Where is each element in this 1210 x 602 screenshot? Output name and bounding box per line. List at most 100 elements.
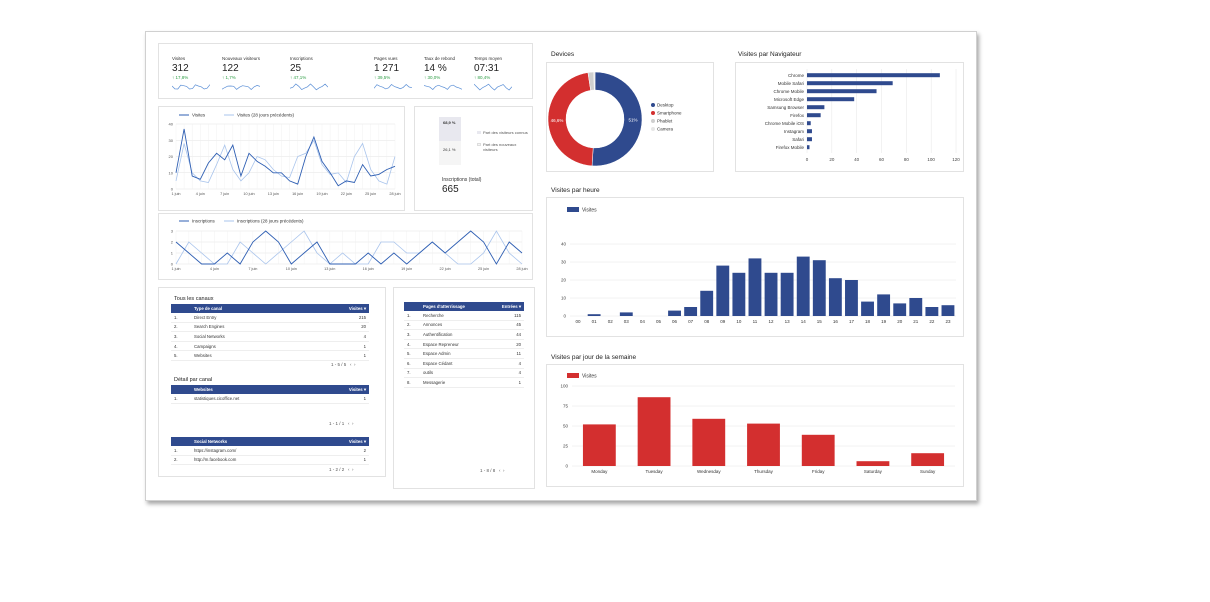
bar[interactable] [807, 105, 825, 110]
table-row[interactable]: 7. outils 4 [404, 368, 524, 379]
channel-visits-header[interactable]: Visites ▾ [300, 304, 369, 313]
bar[interactable] [828, 278, 842, 316]
table-row[interactable]: 6. Espace Cédant 4 [404, 358, 524, 369]
prev-page-icon[interactable]: ‹ [348, 467, 350, 472]
landing-entries-header[interactable]: Entrées ▾ [488, 302, 524, 311]
table-row[interactable]: 1. Direct Entry 215 [171, 313, 369, 323]
x-tick-label: 11 [753, 319, 758, 324]
donut-slice-camera[interactable] [593, 71, 596, 91]
y-tick-label: 0 [171, 262, 174, 267]
bar[interactable] [807, 73, 940, 78]
channel-type-header[interactable]: Type de canal [191, 304, 301, 313]
bar[interactable] [637, 397, 671, 466]
prev-page-icon[interactable]: ‹ [350, 362, 352, 367]
table-row[interactable]: 2. Annonces 45 [404, 320, 524, 331]
bar[interactable] [893, 303, 907, 316]
landing-page-header[interactable]: Pages d'atterrissage [420, 302, 489, 311]
next-page-icon[interactable]: › [503, 468, 505, 473]
bar[interactable] [807, 121, 811, 126]
x-tick-label: 19 [881, 319, 887, 324]
x-tick-label: Tuesday [646, 469, 664, 474]
channels-table-wrap: Type de canal Visites ▾ 1. Direct Entry 21… [171, 304, 369, 361]
landing-card: Pages d'atterrissage Entrées ▾ 1. Recherc… [393, 287, 535, 489]
row-index: 7. [404, 368, 420, 379]
websites-header[interactable]: Websites [191, 385, 314, 394]
table-row[interactable]: 1. https://instagram.com/2 [171, 446, 369, 456]
bar[interactable] [582, 424, 616, 466]
bar[interactable] [807, 81, 893, 86]
bar[interactable] [807, 113, 821, 118]
bar[interactable] [807, 97, 855, 102]
bar[interactable] [747, 423, 780, 466]
x-tick-label: 7 juin [220, 192, 229, 196]
table-row[interactable]: 8. Messagerie 1 [404, 377, 524, 388]
table-row[interactable]: 4. Espace Repreneur 20 [404, 339, 524, 350]
row-index: 1. [171, 313, 191, 323]
prev-page-icon[interactable]: ‹ [499, 468, 501, 473]
bar[interactable] [941, 305, 955, 316]
legend-swatch [567, 207, 579, 212]
bar[interactable] [587, 314, 601, 316]
bar[interactable] [801, 434, 835, 466]
social-header[interactable]: Social Networks [191, 437, 312, 446]
table-row[interactable]: 4. Campaigns 1 [171, 341, 369, 352]
bar[interactable] [909, 298, 923, 316]
bar[interactable] [807, 89, 877, 94]
table-row[interactable]: 1. statistiques.cicoffice.net 1 [171, 394, 369, 404]
row-index: 8. [404, 377, 420, 388]
bar[interactable] [861, 301, 874, 316]
landing-table-wrap: Pages d'atterrissage Entrées ▾ 1. Recherc… [404, 302, 524, 388]
bar[interactable] [684, 307, 698, 316]
x-tick-label: 14 [801, 319, 807, 324]
donut-slice-smartphone[interactable] [547, 72, 594, 167]
bar[interactable] [764, 272, 778, 316]
bar[interactable] [668, 310, 681, 316]
websites-visits-header[interactable]: Visites ▾ [313, 385, 369, 394]
bar[interactable] [780, 272, 794, 316]
series-line-current [175, 230, 523, 265]
bar[interactable] [748, 258, 762, 316]
table-row[interactable]: 3. Social Networks 4 [171, 331, 369, 342]
signups-total-value: 665 [442, 184, 459, 195]
y-tick-label: 50 [563, 424, 569, 429]
kpi-delta: ↑ 47,1% [290, 75, 307, 80]
table-row[interactable]: 2. Search Engines 20 [171, 322, 369, 333]
kpi-sparkline [222, 85, 260, 90]
x-tick-label: Monday [591, 469, 608, 474]
table-row[interactable]: 5. Websites 1 [171, 350, 369, 361]
x-tick-label: 12 [769, 319, 775, 324]
bar[interactable] [925, 307, 939, 316]
next-page-icon[interactable]: › [354, 362, 356, 367]
bar[interactable] [856, 461, 890, 466]
table-row[interactable]: 3. Authentification 44 [404, 329, 524, 340]
bar[interactable] [619, 312, 633, 316]
row-value: 20 [488, 339, 524, 350]
bar[interactable] [700, 290, 714, 316]
prev-page-icon[interactable]: ‹ [348, 421, 350, 426]
bar[interactable] [807, 137, 812, 142]
kpi-value: 14 % [424, 63, 447, 74]
bar[interactable] [692, 418, 726, 466]
next-page-icon[interactable]: › [352, 421, 354, 426]
next-page-icon[interactable]: › [352, 467, 354, 472]
kpi-delta: ↑ 1,7% [222, 75, 236, 80]
table-row[interactable]: 2. http://m.facebook.com 1 [171, 455, 369, 466]
bar[interactable] [716, 265, 730, 316]
bar[interactable] [845, 280, 858, 316]
social-visits-header[interactable]: Visites ▾ [311, 437, 369, 446]
row-label: Search Engines [191, 322, 301, 333]
donut-slice-desktop[interactable] [591, 71, 643, 167]
bar[interactable] [807, 129, 812, 134]
bar[interactable] [812, 260, 826, 316]
bar[interactable] [807, 145, 810, 150]
bar[interactable] [732, 272, 746, 316]
bar[interactable] [796, 256, 810, 316]
x-tick-label: 22 juin [440, 267, 451, 271]
landing-pager: 1 - 8 / 8 ‹ › [480, 468, 505, 473]
table-row[interactable]: 5. Espace Admin 11 [404, 348, 524, 359]
signups-line-chart: Inscriptions Inscriptions (28 jours précé… [171, 219, 528, 271]
bar[interactable] [911, 453, 945, 466]
bar[interactable] [877, 294, 891, 316]
legend-label: Visites [582, 373, 597, 379]
table-row[interactable]: 1. Recherche 115 [404, 311, 524, 321]
